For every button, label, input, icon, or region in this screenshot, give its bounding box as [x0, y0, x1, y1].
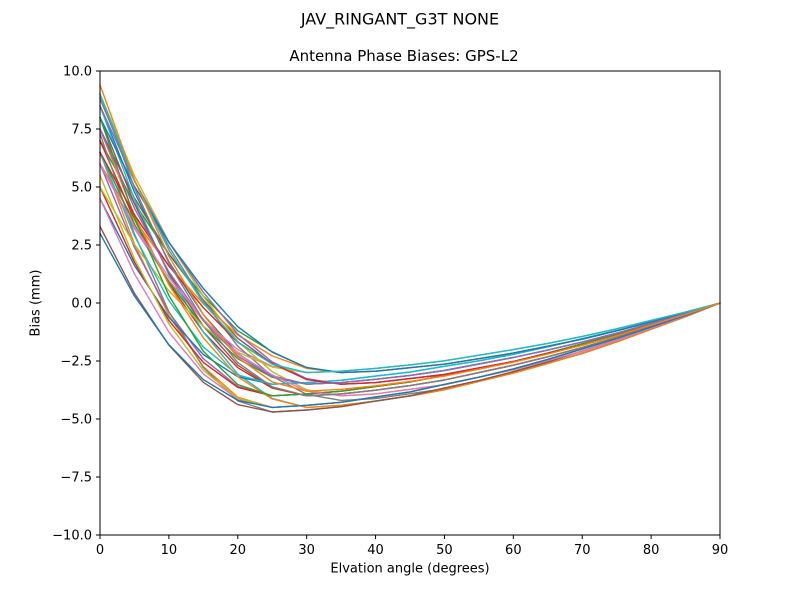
axes-title: Antenna Phase Biases: GPS-L2: [289, 47, 519, 65]
x-tick-label: 50: [436, 543, 453, 558]
x-tick-label: 40: [367, 543, 384, 558]
y-tick-label: 10.0: [63, 65, 92, 80]
series-line-c32: [99, 84, 721, 392]
x-tick-label: 80: [643, 543, 660, 558]
figure-suptitle: JAV_RINGANT_G3T NONE: [300, 9, 500, 29]
series-line-c07: [99, 163, 721, 374]
series-line-c21: [99, 116, 721, 374]
x-tick-label: 90: [712, 543, 729, 558]
y-tick-label: 0.0: [71, 297, 92, 312]
series-line-c12: [99, 163, 721, 374]
y-tick-label: −2.5: [60, 355, 92, 370]
y-tick-label: −5.0: [60, 413, 92, 428]
series-line-c31: [99, 232, 721, 409]
series-line-c18: [99, 98, 721, 402]
series-line-c26: [99, 225, 721, 413]
series-line-c22: [99, 128, 721, 409]
y-tick-label: −7.5: [60, 471, 92, 486]
y-tick-label: 5.0: [71, 181, 92, 196]
y-axis-label: Bias (mm): [28, 269, 44, 337]
series-line-c30: [99, 93, 721, 374]
x-tick-label: 30: [298, 543, 315, 558]
x-tick-label: 0: [96, 543, 104, 558]
x-tick-label: 60: [505, 543, 522, 558]
x-tick-label: 20: [230, 543, 247, 558]
x-axis-label: Elvation angle (degrees): [330, 561, 490, 577]
y-tick-label: −10.0: [52, 529, 92, 544]
series-line-c16: [99, 116, 721, 397]
y-tick-label: 7.5: [71, 123, 92, 138]
x-tick-label: 70: [574, 543, 591, 558]
x-tick-label: 10: [161, 543, 178, 558]
series-line-c23: [99, 116, 721, 397]
y-tick-label: 2.5: [71, 239, 92, 254]
series-line-c28: [99, 93, 721, 397]
